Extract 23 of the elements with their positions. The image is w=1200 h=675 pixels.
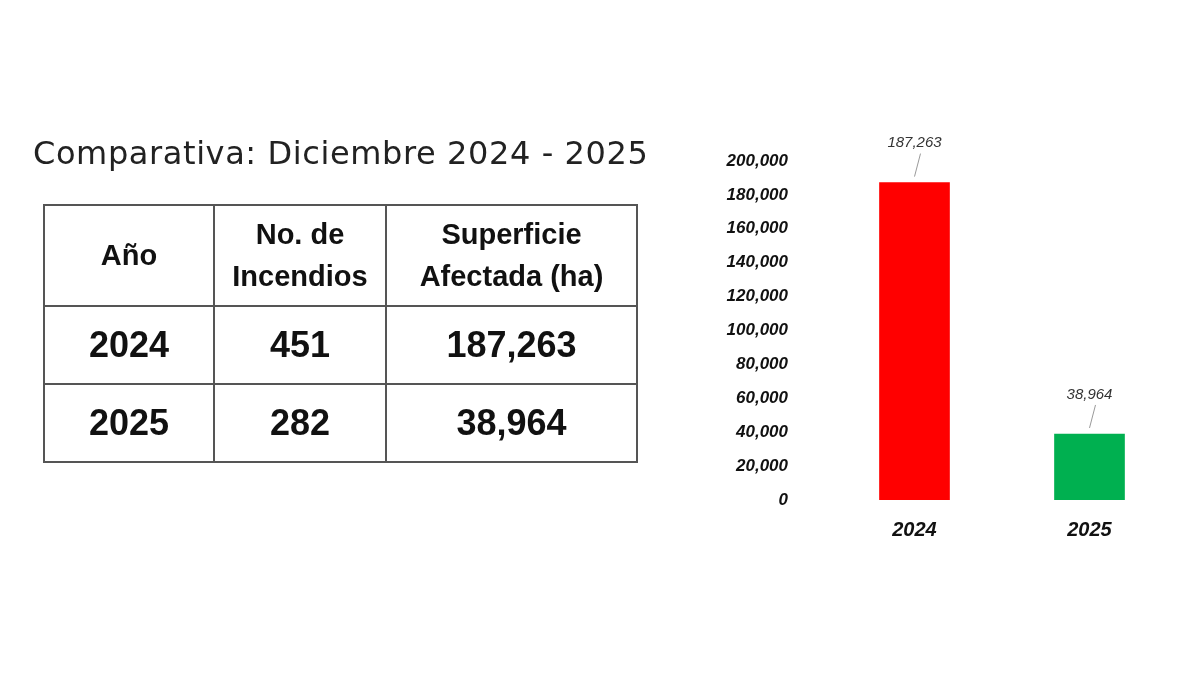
y-tick-label: 100,000: [726, 320, 789, 340]
y-tick-label: 20,000: [735, 455, 789, 475]
y-tick-label: 0: [778, 489, 789, 509]
y-tick-label: 200,000: [725, 150, 789, 170]
text: Superficie Afectada (ha): [386, 205, 637, 306]
y-tick-label: 80,000: [736, 354, 789, 374]
data-label: 38,964: [386, 384, 637, 462]
text: Comparativa: Diciembre 2024 - 2025: [33, 134, 649, 172]
text: Año: [100, 238, 158, 271]
text: No. de Incendios: [214, 205, 386, 306]
data-label: 282: [214, 384, 386, 462]
y-tick-label: 160,000: [726, 218, 789, 238]
data-label: 451: [214, 306, 386, 384]
y-tick-label: 180,000: [726, 184, 789, 204]
data-label: 187,263: [887, 133, 943, 151]
data-label: 187,263: [386, 306, 637, 384]
y-tick-label: 40,000: [735, 421, 789, 441]
category-label: 2025: [44, 384, 214, 462]
y-tick-label: 60,000: [736, 387, 789, 407]
category-label: 2024: [44, 306, 214, 384]
y-tick-label: 140,000: [726, 252, 789, 272]
data-label: 38,964: [1066, 384, 1113, 402]
y-tick-label: 120,000: [726, 286, 789, 306]
